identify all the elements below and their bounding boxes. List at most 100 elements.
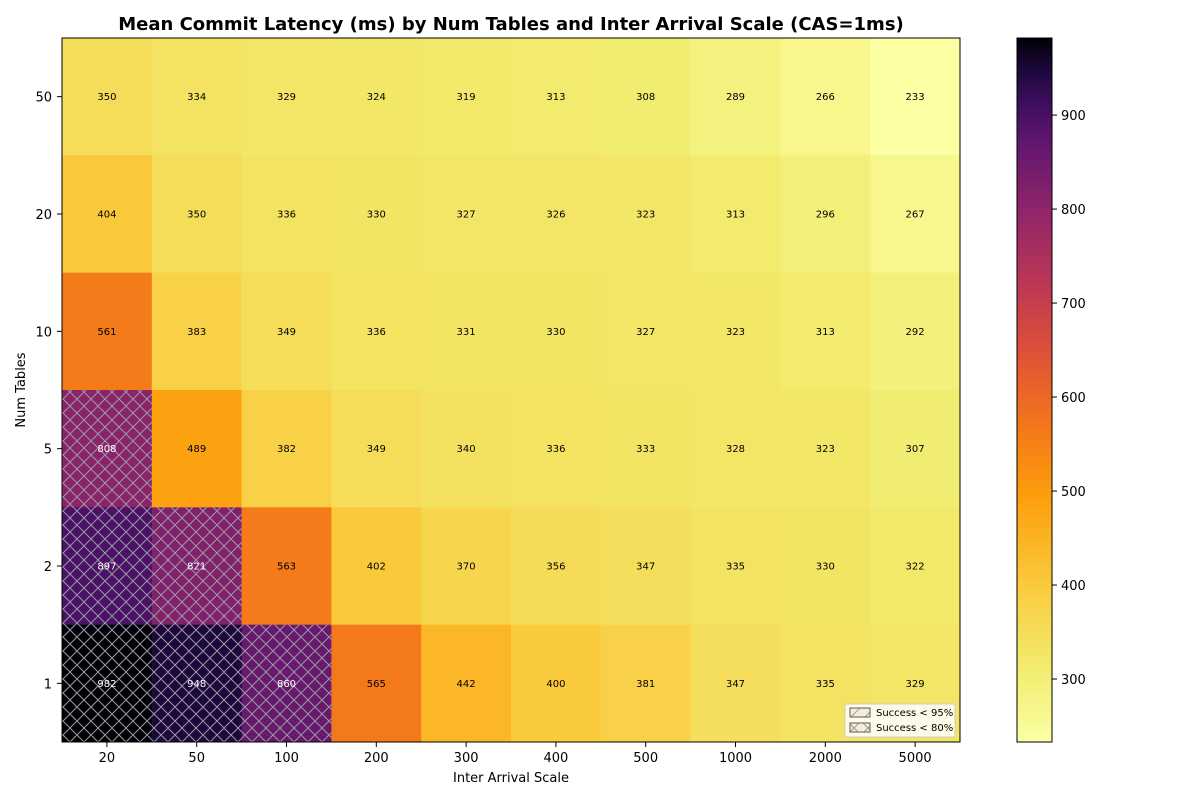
- colorbar-tick-label: 400: [1061, 579, 1086, 594]
- cell-value-label: 808: [97, 444, 116, 455]
- colorbar-tick-label: 600: [1061, 391, 1086, 406]
- cell-value-label: 350: [187, 210, 206, 221]
- cell-value-label: 326: [546, 210, 565, 221]
- legend-label-light: Success < 95%: [876, 708, 953, 719]
- heatmap-cell: [421, 507, 512, 626]
- legend-box: [844, 703, 956, 738]
- cell-value-label: 308: [636, 92, 655, 103]
- cell-value-label: 982: [97, 679, 116, 690]
- cell-value-label: 319: [457, 92, 476, 103]
- cell-value-label: 266: [816, 92, 835, 103]
- colorbar-tick-label: 700: [1061, 297, 1086, 312]
- cell-value-label: 563: [277, 562, 296, 573]
- heatmap-cell: [690, 624, 781, 743]
- heatmap-cell: [241, 38, 332, 156]
- plot-frame: [61, 37, 961, 743]
- cell-value-label: 860: [277, 679, 296, 690]
- legend: Success < 95% Success < 80%: [844, 703, 956, 738]
- heatmap-cell: [511, 624, 602, 743]
- heatmap-cell: [511, 390, 602, 508]
- cell-value-label: 565: [367, 679, 386, 690]
- cell-value-label: 296: [816, 210, 835, 221]
- heatmap-cell: [600, 38, 692, 156]
- x-tick-label: 20: [99, 751, 116, 766]
- cell-value-label: 333: [636, 444, 655, 455]
- heatmap-cell: [600, 507, 692, 626]
- heatmap-cell: [241, 272, 332, 391]
- heatmap-cell: [331, 507, 422, 626]
- cell-value-label: 327: [457, 210, 476, 221]
- heatmap-cell: [151, 155, 243, 274]
- heatmap-cell: [421, 272, 512, 391]
- cell-value-label: 349: [367, 444, 386, 455]
- heatmap-cell: [870, 507, 961, 626]
- heatmap-cell: [870, 390, 961, 508]
- cell-value-label: 948: [187, 679, 206, 690]
- x-tick-label: 5000: [899, 751, 932, 766]
- hatch-overlays: [62, 390, 332, 742]
- cell-value-label: 327: [636, 327, 655, 338]
- heatmap-cell: [600, 624, 692, 743]
- x-axis-ticks: 20 50 100 200 300 400 500 1000 2000 5000: [99, 742, 932, 766]
- cell-value-label: 267: [906, 210, 925, 221]
- cell-value-label: 329: [277, 92, 296, 103]
- y-tick-label: 10: [35, 325, 52, 340]
- cell-value-label: 307: [906, 444, 925, 455]
- heatmap-cell: [62, 272, 153, 391]
- cell-value-label: 340: [457, 444, 476, 455]
- cell-value-label: 329: [906, 679, 925, 690]
- x-tick-label: 300: [454, 751, 479, 766]
- cell-value-label: 561: [97, 327, 116, 338]
- hatch-overlay: [62, 390, 152, 508]
- cell-value-label: 821: [187, 562, 206, 573]
- cell-value-label: 404: [97, 210, 116, 221]
- cell-value-label: 324: [367, 92, 386, 103]
- heatmap-cell: [600, 390, 692, 508]
- cell-value-label: 382: [277, 444, 296, 455]
- colorbar-tick-label: 300: [1061, 673, 1086, 688]
- colorbar-tick-label: 800: [1061, 203, 1086, 218]
- colorbar-gradient: [1016, 37, 1053, 743]
- heatmap-cell: [331, 155, 422, 274]
- heatmap-cell: [690, 272, 781, 391]
- heatmap-cell: [511, 272, 602, 391]
- cell-value-label: 322: [906, 562, 925, 573]
- hatch-overlay: [151, 507, 242, 625]
- cell-value-label: 330: [546, 327, 565, 338]
- y-tick-label: 2: [44, 560, 52, 575]
- hatch-overlay: [62, 624, 152, 742]
- heatmap-cell: [780, 155, 871, 274]
- heatmap-cell: [690, 155, 781, 274]
- cell-value-label: 442: [457, 679, 476, 690]
- cell-value-label: 350: [97, 92, 116, 103]
- cell-value-label: 331: [457, 327, 476, 338]
- cell-value-label: 383: [187, 327, 206, 338]
- cell-value-label: 289: [726, 92, 745, 103]
- heatmap-cell: [241, 155, 332, 274]
- x-tick-label: 500: [633, 751, 658, 766]
- heatmap-cell: [690, 390, 781, 508]
- cell-value-label: 330: [816, 562, 835, 573]
- heatmap-cell: [331, 38, 422, 156]
- cell-value-label: 335: [816, 679, 835, 690]
- cell-value-label: 489: [187, 444, 206, 455]
- cell-value-label: 347: [726, 679, 745, 690]
- heatmap-cell: [241, 507, 332, 626]
- heatmap-cell: [62, 155, 153, 274]
- y-tick-label: 5: [44, 443, 52, 458]
- heatmap-cell: [421, 624, 512, 743]
- cell-value-label: 313: [546, 92, 565, 103]
- cell-value-label: 370: [457, 562, 476, 573]
- heatmap-cell: [331, 390, 422, 508]
- cell-value-label: 347: [636, 562, 655, 573]
- y-tick-label: 1: [44, 677, 52, 692]
- x-tick-label: 2000: [809, 751, 842, 766]
- colorbar-tick-label: 900: [1061, 109, 1086, 124]
- cell-value-label: 335: [726, 562, 745, 573]
- colorbar-tick-label: 500: [1061, 485, 1086, 500]
- heatmap-cell: [331, 624, 422, 743]
- x-tick-label: 50: [188, 751, 205, 766]
- heatmap-cell: [511, 507, 602, 626]
- hatch-overlay: [241, 624, 332, 742]
